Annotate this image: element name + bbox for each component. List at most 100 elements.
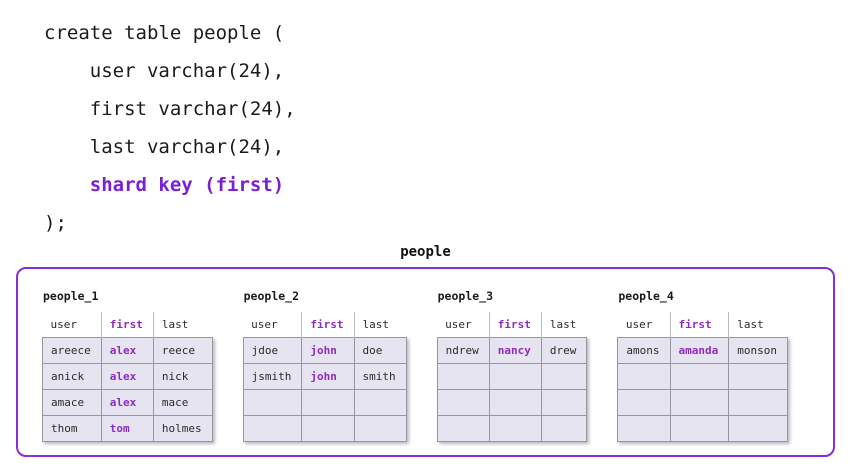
column-header-first: first xyxy=(670,312,730,338)
code-line-shard-key: shard key (first) xyxy=(44,174,285,196)
shard-people_2: people_2 user first last jdoe john doe jsmith jo… xyxy=(242,289,407,446)
table-cell: drew xyxy=(540,337,588,364)
table-cell: amons xyxy=(617,337,671,364)
table-cell: holmes xyxy=(152,415,213,442)
column-header-last: last xyxy=(541,312,587,338)
table-cell: smith xyxy=(353,363,407,390)
shard-title: people_3 xyxy=(437,289,494,303)
shard-table-wrap: user first last jdoe john doe jsmith john smith xyxy=(242,312,407,442)
column-header-last: last xyxy=(728,312,788,338)
table-cell: jdoe xyxy=(242,337,303,364)
column-header-user: user xyxy=(42,312,102,338)
shard-table: user first last jdoe john doe jsmith john smith xyxy=(242,312,407,442)
table-row: amons amanda monson xyxy=(617,337,788,364)
table-cell xyxy=(540,363,588,390)
table-row: ndrew nancy drew xyxy=(436,337,588,364)
table-cell: reece xyxy=(152,337,213,364)
table-cell xyxy=(617,389,671,416)
table-cell: mace xyxy=(152,389,213,416)
table-cell: thom xyxy=(42,415,102,442)
code-line: first varchar(24), xyxy=(44,98,296,120)
table-cell: monson xyxy=(728,337,788,364)
code-line: ); xyxy=(44,212,67,234)
table-cell: amace xyxy=(42,389,102,416)
code-line: create table people ( xyxy=(44,22,285,44)
table-cell xyxy=(540,389,588,416)
shard-diagram: people people_1 user first last areece alex re… xyxy=(16,244,835,457)
table-cell xyxy=(488,363,542,390)
table-cell xyxy=(728,415,788,442)
column-header-first: first xyxy=(101,312,154,338)
table-cell xyxy=(301,389,355,416)
column-header-user: user xyxy=(617,312,671,338)
shard-title: people_4 xyxy=(618,289,674,303)
shard-title: people_1 xyxy=(43,289,99,303)
table-row xyxy=(617,389,788,416)
shard-table-wrap: user first last amons amanda monson xyxy=(617,312,788,442)
table-row xyxy=(617,363,788,390)
table-row xyxy=(617,415,788,442)
header-row: user first last xyxy=(437,312,587,338)
table-cell: alex xyxy=(100,363,154,390)
diagram-title: people xyxy=(400,244,451,260)
table-row: jdoe john doe xyxy=(242,337,407,364)
table-cell: nick xyxy=(152,363,213,390)
shard-title: people_2 xyxy=(243,289,300,303)
column-header-user: user xyxy=(437,312,490,338)
table-row xyxy=(242,415,407,442)
table-row: anick alex nick xyxy=(42,363,213,390)
table-cell xyxy=(488,415,542,442)
table-cell xyxy=(242,389,303,416)
table-row xyxy=(436,415,588,442)
sql-code-block: create table people ( user varchar(24), … xyxy=(44,14,296,242)
header-row: user first last xyxy=(243,312,407,338)
table-cell: nancy xyxy=(488,337,542,364)
table-cell xyxy=(242,415,303,442)
table-cell: amanda xyxy=(669,337,730,364)
table-cell xyxy=(488,389,542,416)
shard-container: people_1 user first last areece alex reece anic… xyxy=(16,267,835,457)
table-cell xyxy=(617,415,671,442)
code-line: last varchar(24), xyxy=(44,136,285,158)
table-cell xyxy=(669,415,730,442)
table-row: areece alex reece xyxy=(42,337,213,364)
shard-table: user first last ndrew nancy drew xyxy=(436,312,588,442)
shard-people_1: people_1 user first last areece alex reece anic… xyxy=(42,289,213,446)
table-cell xyxy=(436,389,490,416)
table-cell xyxy=(728,389,788,416)
column-header-last: last xyxy=(153,312,213,338)
shard-table: user first last areece alex reece anick alex nic… xyxy=(42,312,213,442)
table-row xyxy=(436,389,588,416)
table-row: jsmith john smith xyxy=(242,363,407,390)
table-cell: alex xyxy=(100,389,154,416)
table-cell: tom xyxy=(100,415,154,442)
header-row: user first last xyxy=(617,312,788,338)
table-row: amace alex mace xyxy=(42,389,213,416)
table-cell xyxy=(728,363,788,390)
table-cell: doe xyxy=(353,337,407,364)
column-header-first: first xyxy=(489,312,542,338)
shard-table-wrap: user first last ndrew nancy drew xyxy=(436,312,588,442)
table-cell xyxy=(540,415,588,442)
table-cell: areece xyxy=(42,337,102,364)
table-cell: alex xyxy=(100,337,154,364)
column-header-first: first xyxy=(301,312,355,338)
table-cell xyxy=(669,389,730,416)
table-cell xyxy=(353,389,407,416)
table-cell xyxy=(436,363,490,390)
table-cell: ndrew xyxy=(436,337,490,364)
column-header-user: user xyxy=(243,312,303,338)
table-row xyxy=(242,389,407,416)
table-cell xyxy=(669,363,730,390)
code-line: user varchar(24), xyxy=(44,60,285,82)
table-cell xyxy=(301,415,355,442)
table-row xyxy=(436,363,588,390)
table-cell xyxy=(436,415,490,442)
shard-people_3: people_3 user first last ndrew nancy drew xyxy=(436,289,588,446)
header-row: user first last xyxy=(42,312,213,338)
table-cell: anick xyxy=(42,363,102,390)
table-cell: john xyxy=(301,363,355,390)
table-cell xyxy=(353,415,407,442)
column-header-last: last xyxy=(354,312,407,338)
